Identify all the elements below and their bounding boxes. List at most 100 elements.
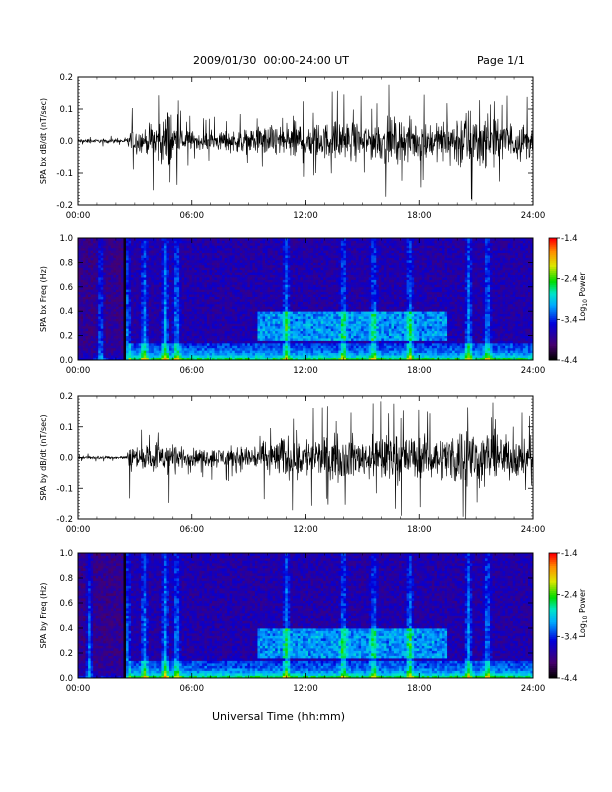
heatmap-cell: [133, 264, 137, 268]
heatmap-cell: [169, 347, 172, 351]
heatmap-cell: [315, 272, 319, 275]
heatmap-cell: [237, 313, 241, 317]
heatmap-cell: [186, 262, 190, 266]
heatmap-cell: [252, 313, 256, 317]
heatmap-cell: [174, 342, 177, 346]
heatmap-cell: [174, 272, 177, 275]
heatmap-cell: [93, 330, 97, 334]
heatmap-cell: [222, 289, 226, 293]
heatmap-cell: [247, 299, 251, 302]
heatmap-cell: [239, 328, 243, 332]
heatmap-cell: [308, 291, 311, 295]
heatmap-cell: [113, 311, 117, 315]
heatmap-cell: [313, 277, 317, 280]
heatmap-cell: [123, 255, 127, 258]
heatmap-cell: [128, 257, 132, 261]
heatmap-cell: [98, 308, 102, 312]
heatmap-cell: [146, 272, 150, 275]
heatmap-cell: [194, 308, 198, 312]
heatmap-cell: [302, 284, 306, 288]
heatmap-cell: [267, 306, 271, 310]
heatmap-cell: [270, 306, 274, 310]
heatmap-cell: [120, 247, 124, 251]
heatmap-cell: [169, 247, 172, 251]
heatmap-cell: [166, 264, 170, 268]
heatmap-cell: [297, 338, 301, 341]
heatmap-cell: [115, 328, 119, 332]
heatmap-cell: [146, 267, 150, 271]
heatmap-cell: [313, 355, 317, 358]
heatmap-cell: [113, 267, 117, 271]
heatmap-cell: [103, 350, 107, 354]
heatmap-cell: [163, 301, 167, 305]
heatmap-cell: [105, 330, 109, 334]
heatmap-cell: [257, 301, 261, 305]
heatmap-cell: [310, 342, 314, 346]
heatmap-cell: [285, 350, 289, 354]
heatmap-cell: [290, 284, 294, 288]
heatmap-cell: [297, 240, 301, 244]
heatmap-cell: [237, 272, 241, 275]
heatmap-cell: [244, 335, 248, 339]
heatmap-cell: [158, 320, 162, 324]
heatmap-cell: [249, 240, 253, 244]
heatmap-cell: [78, 277, 81, 280]
heatmap-cell: [103, 291, 107, 295]
heatmap-cell: [272, 333, 276, 336]
heatmap-cell: [98, 272, 102, 275]
heatmap-cell: [153, 340, 157, 344]
heatmap-cell: [156, 318, 160, 322]
heatmap-cell: [222, 311, 226, 315]
heatmap-cell: [287, 294, 291, 297]
heatmap-cell: [267, 316, 271, 319]
heatmap-cell: [148, 323, 152, 327]
heatmap-cell: [252, 250, 256, 254]
heatmap-cell: [184, 264, 188, 268]
heatmap-cell: [262, 323, 266, 327]
heatmap-cell: [153, 238, 157, 241]
heatmap-cell: [275, 289, 279, 293]
heatmap-cell: [158, 294, 162, 297]
heatmap-cell: [110, 272, 114, 275]
heatmap-cell: [138, 357, 142, 361]
heatmap-cell: [115, 240, 119, 244]
heatmap-cell: [95, 255, 99, 258]
heatmap-cell: [227, 303, 231, 307]
heatmap-cell: [234, 335, 238, 339]
heatmap-cell: [318, 345, 322, 349]
heatmap-cell: [315, 301, 319, 305]
heatmap-cell: [161, 284, 165, 288]
heatmap-cell: [110, 308, 114, 312]
heatmap-cell: [277, 335, 281, 339]
heatmap-cell: [194, 325, 198, 329]
heatmap-cell: [310, 252, 314, 256]
heatmap-cell: [201, 279, 205, 283]
heatmap-cell: [115, 313, 119, 317]
heatmap-cell: [282, 333, 286, 336]
heatmap-cell: [232, 345, 236, 349]
heatmap-cell: [229, 284, 233, 288]
heatmap-cells-1: [78, 238, 534, 361]
heatmap-cell: [313, 267, 317, 271]
heatmap-cell: [191, 333, 195, 336]
heatmap-cell: [282, 281, 286, 285]
heatmap-cell: [305, 252, 309, 256]
heatmap-cell: [100, 257, 104, 261]
heatmap-cell: [280, 352, 284, 356]
heatmap-cell: [201, 335, 205, 339]
heatmap-cell: [85, 303, 89, 307]
heatmap-cell: [211, 320, 215, 324]
heatmap-cell: [166, 267, 170, 271]
heatmap-cell: [308, 311, 311, 315]
heatmap-cell: [292, 325, 296, 329]
heatmap-cell: [169, 259, 172, 263]
heatmap-cell: [90, 289, 94, 293]
heatmap-cell: [224, 352, 228, 356]
heatmap-cell: [290, 316, 294, 319]
heatmap-cell: [120, 240, 124, 244]
heatmap-cell: [169, 257, 172, 261]
heatmap-cell: [234, 289, 238, 293]
heatmap-cell: [131, 333, 135, 336]
heatmap-cell: [174, 294, 177, 297]
heatmap-cell: [237, 252, 241, 256]
